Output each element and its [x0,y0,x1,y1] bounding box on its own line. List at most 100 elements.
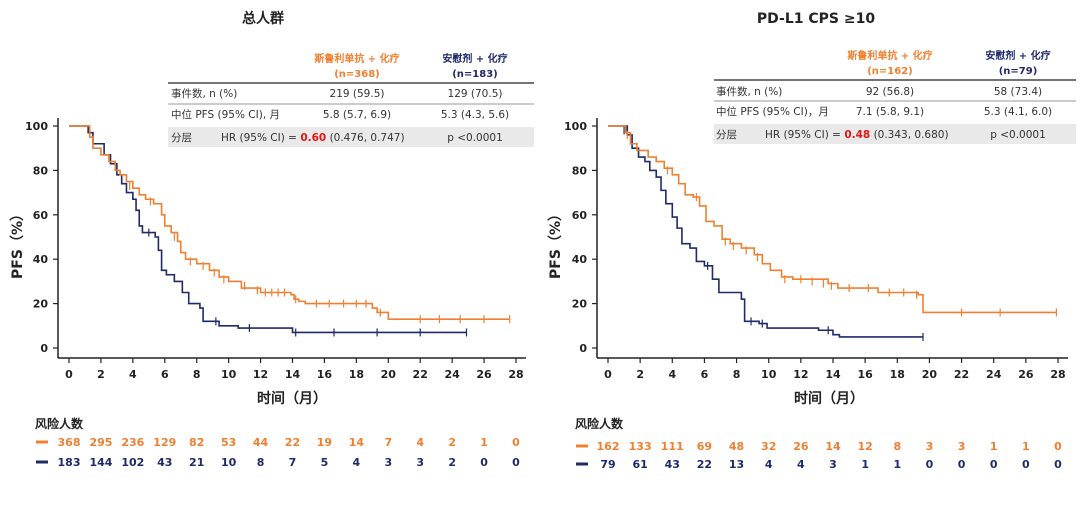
risk-count-pembro: 129 [153,436,176,449]
risk-count-pembro: 368 [58,436,81,449]
row-median-placebo: 5.3 (4.3, 5.6) [441,109,509,121]
risk-count-placebo: 0 [1022,458,1030,471]
risk-count-placebo: 79 [600,458,615,471]
risk-count-pembro: 0 [512,436,520,449]
row-events-pembro: 92 (56.8) [866,86,914,98]
x-tick-label: 26 [1018,368,1034,381]
x-tick-label: 22 [954,368,969,381]
risk-count-pembro: 133 [629,440,652,453]
x-tick-label: 4 [129,368,137,381]
hr-prefix: HR (95% CI) = [221,132,300,144]
header-placebo-name: 安慰剂 + 化疗 [985,49,1050,62]
risk-count-placebo: 43 [665,458,680,471]
risk-count-pembro: 14 [825,440,841,453]
hr-pvalue: p <0.0001 [447,132,503,144]
risk-count-placebo: 0 [990,458,998,471]
row-events-placebo: 58 (73.4) [994,86,1042,98]
x-tick-label: 6 [701,368,709,381]
x-tick-label: 0 [604,368,612,381]
risk-count-placebo: 102 [121,456,144,469]
row-median-placebo: 5.3 (4.1, 6.0) [984,106,1052,118]
header-pembro-name: 斯鲁利单抗 + 化疗 [847,49,932,62]
chart-title: PD-L1 CPS ≥10 [757,11,875,27]
risk-count-pembro: 8 [893,440,901,453]
header-placebo-n: (n=183) [452,69,498,80]
y-tick-label: 80 [572,164,588,177]
risk-count-pembro: 32 [761,440,776,453]
risk-count-pembro: 1 [480,436,488,449]
risk-count-placebo: 0 [958,458,966,471]
x-tick-label: 12 [793,368,808,381]
risk-count-pembro: 3 [926,440,934,453]
hr-ci: (0.343, 0.680) [870,129,948,141]
y-tick-label: 40 [572,253,588,266]
hr-ci: (0.476, 0.747) [326,132,404,144]
km-chart-cps10: PD-L1 CPS ≥10 斯鲁利单抗 + 化疗 (n=162) 安慰剂 + 化… [548,11,1076,471]
header-placebo-name: 安慰剂 + 化疗 [442,52,507,65]
x-tick-label: 20 [381,368,397,381]
risk-count-pembro: 162 [597,440,620,453]
curves [608,125,1057,341]
risk-title: 风险人数 [35,416,84,431]
x-tick-label: 14 [285,368,301,381]
y-tick-label: 0 [40,342,48,355]
risk-count-pembro: 1 [1022,440,1030,453]
x-tick-label: 18 [890,368,905,381]
header-placebo-n: (n=79) [999,66,1038,77]
y-tick-label: 60 [572,209,588,222]
risk-count-placebo: 3 [416,456,424,469]
risk-count-placebo: 3 [829,458,837,471]
risk-count-pembro: 2 [448,436,456,449]
y-tick-label: 80 [33,164,49,177]
x-tick-label: 16 [317,368,333,381]
risk-count-pembro: 22 [285,436,300,449]
x-tick-label: 28 [1050,368,1065,381]
risk-count-pembro: 295 [89,436,112,449]
y-tick-label: 100 [25,120,48,133]
x-tick-label: 2 [636,368,644,381]
risk-count-pembro: 12 [857,440,872,453]
panel-overall: 总人群 斯鲁利单抗 + 化疗 (n=368) 安慰剂 + 化疗 (n=183) … [10,10,534,469]
row-events-pembro: 219 (59.5) [330,88,385,100]
row-median-label: 中位 PFS (95% CI)，月 [716,105,829,118]
risk-count-placebo: 22 [697,458,712,471]
row-median-pembro: 7.1 (5.8, 9.1) [856,106,924,118]
risk-count-placebo: 144 [89,456,112,469]
risk-count-placebo: 2 [448,456,456,469]
risk-count-pembro: 53 [221,436,236,449]
risk-count-pembro: 0 [1054,440,1062,453]
x-axis-label: 时间（月） [257,390,327,407]
risk-count-placebo: 4 [797,458,805,471]
x-tick-label: 24 [986,368,1002,381]
chart-title: 总人群 [242,10,284,27]
risk-count-pembro: 7 [384,436,392,449]
risk-count-placebo: 4 [353,456,361,469]
risk-count-pembro: 111 [661,440,684,453]
panel-cps10: PD-L1 CPS ≥10 斯鲁利单抗 + 化疗 (n=162) 安慰剂 + 化… [540,0,1080,510]
risk-count-pembro: 82 [189,436,204,449]
row-events-label: 事件数, n (%) [716,85,782,98]
hr-value: 0.60 [300,132,326,144]
risk-count-placebo: 0 [480,456,488,469]
x-tick-label: 4 [668,368,676,381]
risk-count-placebo: 4 [765,458,773,471]
km-chart-overall: 总人群 斯鲁利单抗 + 化疗 (n=368) 安慰剂 + 化疗 (n=183) … [10,10,534,469]
row-median-pembro: 5.8 (5.7, 6.9) [323,109,391,121]
risk-count-placebo: 21 [189,456,204,469]
x-tick-label: 26 [476,368,492,381]
risk-count-placebo: 0 [512,456,520,469]
risk-count-placebo: 3 [384,456,392,469]
x-tick-label: 14 [825,368,841,381]
risk-count-placebo: 183 [58,456,81,469]
risk-count-placebo: 1 [861,458,869,471]
x-tick-label: 0 [65,368,73,381]
x-tick-label: 8 [733,368,741,381]
risk-count-placebo: 1 [893,458,901,471]
risk-count-pembro: 236 [121,436,144,449]
risk-count-placebo: 43 [157,456,172,469]
curve-placebo [69,125,467,334]
header-pembro-n: (n=162) [867,66,913,77]
y-axis-label: PFS（%） [10,207,26,279]
